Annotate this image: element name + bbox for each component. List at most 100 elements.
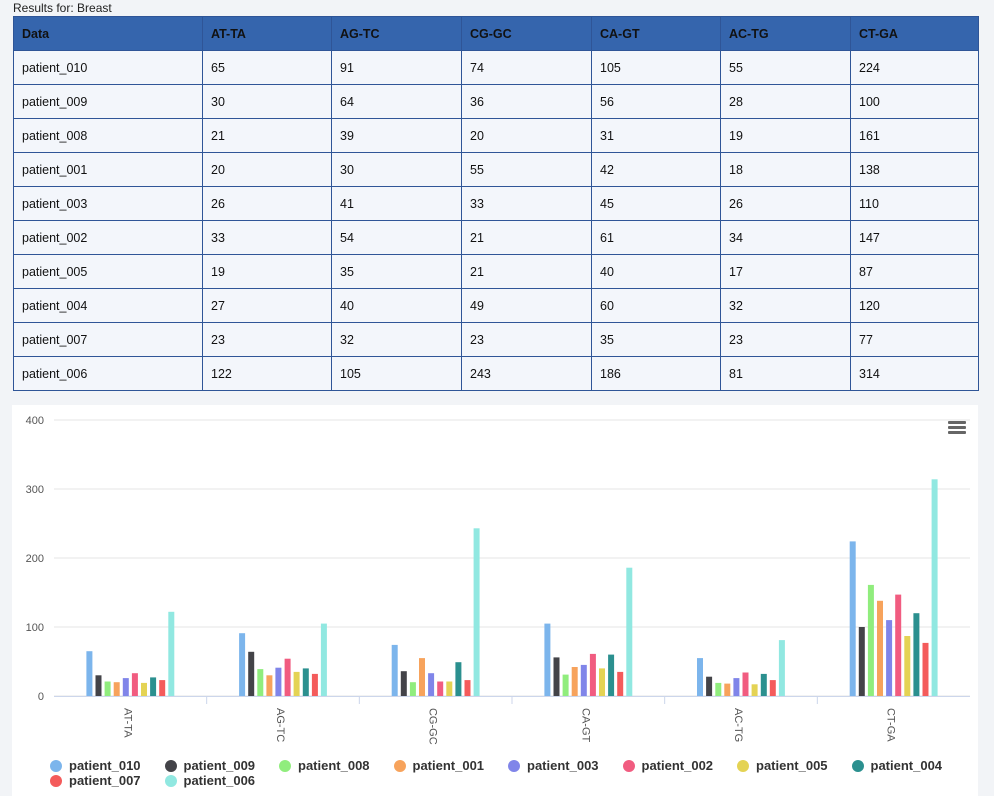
value-cell: 105 <box>591 50 721 85</box>
bar <box>886 620 893 696</box>
legend-item[interactable]: patient_006 <box>164 773 280 788</box>
value-cell: 100 <box>850 84 979 119</box>
value-cell: 35 <box>331 254 462 289</box>
table-row: patient_001 20 30 55 42 18 138 <box>13 152 979 187</box>
row-label-cell: patient_001 <box>13 152 203 187</box>
bar <box>715 682 722 696</box>
legend-item[interactable]: patient_002 <box>622 758 738 773</box>
legend-item[interactable]: patient_003 <box>508 758 623 773</box>
value-cell: 17 <box>720 254 851 289</box>
value-cell: 110 <box>850 186 979 221</box>
bar <box>571 667 578 696</box>
bar <box>742 672 749 696</box>
table-row: patient_009 30 64 36 56 28 100 <box>13 84 979 119</box>
bar <box>391 644 398 696</box>
row-label-cell: patient_009 <box>13 84 203 119</box>
bar <box>913 613 920 696</box>
bar <box>131 673 138 696</box>
legend-marker <box>164 759 177 772</box>
y-tick-label: 200 <box>26 553 44 565</box>
column-header[interactable]: AT-TA <box>202 16 332 51</box>
bar <box>302 668 309 696</box>
bar <box>562 674 569 696</box>
bar <box>724 683 731 696</box>
legend-marker <box>851 759 864 772</box>
value-cell: 122 <box>202 356 332 391</box>
bar <box>599 668 605 696</box>
value-cell: 23 <box>202 322 332 357</box>
value-cell: 20 <box>202 152 332 187</box>
legend-label: patient_005 <box>756 758 828 773</box>
row-label-cell: patient_002 <box>13 220 203 255</box>
value-cell: 40 <box>331 288 462 323</box>
bar <box>275 667 282 696</box>
legend-item[interactable]: patient_005 <box>737 758 852 773</box>
bar <box>464 680 471 696</box>
legend-marker <box>393 759 406 772</box>
bar <box>446 681 453 696</box>
legend-item[interactable]: patient_009 <box>164 758 280 773</box>
value-cell: 26 <box>720 186 851 221</box>
bar <box>697 658 703 696</box>
legend-label: patient_009 <box>183 758 256 773</box>
column-header[interactable]: AC-TG <box>720 16 851 51</box>
bar <box>86 651 93 696</box>
bar <box>589 653 596 696</box>
value-cell: 26 <box>202 186 332 221</box>
legend-item[interactable]: patient_008 <box>279 758 394 773</box>
value-cell: 314 <box>850 356 979 391</box>
column-header[interactable]: AG-TC <box>331 16 462 51</box>
table-row: patient_006 122 105 243 186 81 314 <box>13 356 979 391</box>
bar <box>122 678 129 696</box>
value-cell: 49 <box>461 288 592 323</box>
bar <box>608 654 615 696</box>
legend-item[interactable]: patient_001 <box>393 758 509 773</box>
value-cell: 20 <box>461 118 592 153</box>
bar <box>617 671 624 696</box>
bar <box>455 662 462 696</box>
value-cell: 161 <box>850 118 979 153</box>
value-cell: 30 <box>331 152 462 187</box>
x-tick-label: AC-TG <box>732 708 744 742</box>
legend-marker <box>737 759 749 772</box>
x-tick-label: AG-TC <box>274 708 286 742</box>
row-label-cell: patient_005 <box>13 254 203 289</box>
x-tick-label: CT-GA <box>885 708 897 742</box>
value-cell: 19 <box>202 254 332 289</box>
bar <box>95 675 102 696</box>
hamburger-menu-icon[interactable] <box>948 421 966 435</box>
legend-item[interactable]: patient_004 <box>851 758 967 773</box>
value-cell: 147 <box>850 220 979 255</box>
column-header[interactable]: Data <box>13 16 203 51</box>
column-header[interactable]: CT-GA <box>850 16 979 51</box>
x-tick-label: CG-GC <box>427 708 439 745</box>
value-cell: 77 <box>850 322 979 357</box>
bar <box>778 640 785 696</box>
legend-marker <box>622 759 635 772</box>
bar <box>877 600 883 696</box>
bar <box>419 658 425 696</box>
legend-label: patient_006 <box>183 773 256 788</box>
table-row: patient_008 21 39 20 31 19 161 <box>13 118 979 153</box>
legend-item[interactable]: patient_010 <box>50 758 165 773</box>
table-row: patient_002 33 54 21 61 34 147 <box>13 220 979 255</box>
legend-label: patient_008 <box>298 758 370 773</box>
x-tick-label: AT-TA <box>121 708 133 738</box>
table-row: patient_004 27 40 49 60 32 120 <box>13 288 979 323</box>
table-row: patient_003 26 41 33 45 26 110 <box>13 186 979 221</box>
legend-item[interactable]: patient_007 <box>50 773 165 788</box>
column-header[interactable]: CA-GT <box>591 16 721 51</box>
value-cell: 54 <box>331 220 462 255</box>
value-cell: 32 <box>720 288 851 323</box>
row-label-cell: patient_004 <box>13 288 203 323</box>
value-cell: 120 <box>850 288 979 323</box>
bar <box>400 671 407 696</box>
value-cell: 36 <box>461 84 592 119</box>
column-header[interactable]: CG-GC <box>461 16 592 51</box>
value-cell: 31 <box>591 118 721 153</box>
value-cell: 23 <box>720 322 851 357</box>
value-cell: 30 <box>202 84 332 119</box>
chart-panel: 0 100 200 300 400 AT-TA AG-TC CG-GC CA-GT AC-TG CT… <box>12 405 978 796</box>
bar <box>409 682 416 696</box>
value-cell: 27 <box>202 288 332 323</box>
